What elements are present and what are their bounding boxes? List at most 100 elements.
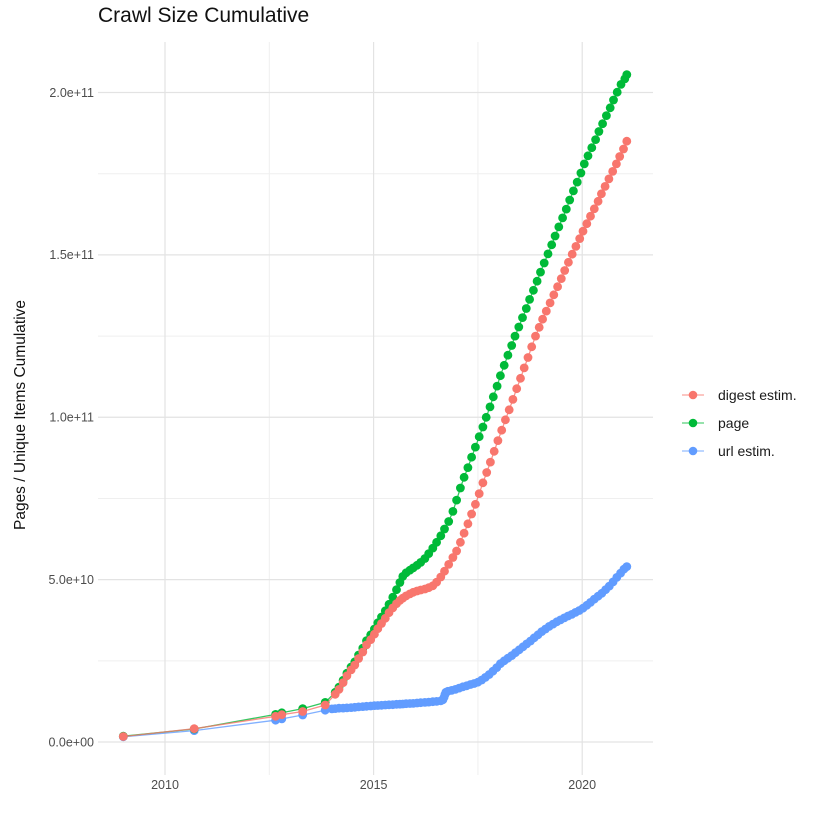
- data-point: [582, 219, 592, 229]
- data-point: [492, 381, 502, 391]
- data-point: [575, 234, 585, 244]
- data-point: [118, 732, 128, 741]
- data-point: [189, 724, 199, 734]
- data-point: [571, 242, 581, 251]
- data-point: [541, 306, 551, 316]
- y-tick-label: 1.5e+11: [49, 248, 94, 262]
- data-point: [481, 412, 491, 422]
- data-point: [602, 111, 611, 120]
- data-point: [529, 285, 538, 295]
- data-point: [486, 457, 495, 467]
- data-point: [459, 472, 469, 482]
- data-point: [456, 537, 465, 547]
- data-point: [536, 267, 545, 277]
- legend-key-page-icon: [682, 418, 704, 428]
- data-point: [503, 350, 513, 360]
- data-point: [583, 151, 593, 161]
- data-point: [565, 195, 575, 205]
- data-point: [508, 395, 518, 404]
- data-point: [550, 231, 560, 241]
- data-point: [493, 436, 503, 445]
- data-point: [531, 331, 540, 341]
- x-tick-label: 2010: [151, 778, 179, 792]
- data-point: [444, 560, 454, 569]
- data-point: [579, 159, 589, 169]
- data-point: [605, 103, 615, 113]
- data-point: [556, 274, 566, 283]
- y-axis-title: Pages / Unique Items Cumulative: [12, 299, 29, 531]
- y-tick-label: 0.0e+00: [48, 735, 94, 749]
- data-point: [523, 353, 533, 362]
- data-point: [463, 463, 473, 472]
- data-point: [604, 174, 614, 184]
- data-point: [600, 182, 610, 191]
- y-tick-label: 5.0e+10: [48, 573, 94, 587]
- data-point: [587, 143, 597, 153]
- data-point: [432, 537, 441, 547]
- data-point: [554, 222, 564, 232]
- legend: digest estim. page url estim.: [681, 381, 797, 465]
- data-point: [277, 710, 287, 720]
- data-point: [567, 249, 577, 259]
- legend-item-digest-estim: digest estim.: [681, 381, 797, 409]
- data-point: [338, 678, 348, 687]
- data-point: [608, 167, 618, 176]
- data-point: [538, 314, 547, 324]
- data-point: [516, 373, 525, 383]
- data-point: [518, 313, 527, 322]
- data-point: [622, 562, 632, 571]
- legend-label-digest-estim: digest estim.: [718, 387, 797, 403]
- data-point: [545, 298, 555, 308]
- data-point: [298, 707, 308, 716]
- data-point: [532, 276, 542, 286]
- data-point: [519, 363, 529, 373]
- data-point: [440, 566, 449, 576]
- data-point: [534, 322, 544, 332]
- data-point: [358, 647, 368, 657]
- data-point: [586, 211, 595, 221]
- data-point: [561, 204, 571, 214]
- data-point: [612, 87, 622, 97]
- data-point: [539, 258, 549, 268]
- x-tick-label: 2015: [360, 778, 388, 792]
- data-point: [507, 341, 517, 350]
- data-point: [350, 660, 360, 670]
- data-point: [501, 415, 510, 425]
- data-point: [564, 257, 573, 267]
- data-point: [527, 342, 537, 352]
- data-point: [436, 531, 446, 541]
- data-point: [622, 136, 632, 146]
- data-point: [578, 226, 588, 236]
- data-point: [569, 186, 578, 196]
- data-point: [615, 152, 625, 161]
- chart-title: Crawl Size Cumulative: [98, 4, 310, 27]
- legend-label-page: page: [718, 415, 750, 431]
- data-point: [496, 371, 505, 381]
- data-point: [478, 478, 488, 488]
- data-point: [482, 468, 492, 477]
- data-point: [521, 304, 531, 313]
- data-point: [560, 266, 570, 275]
- data-point: [334, 685, 344, 694]
- data-point: [471, 442, 480, 452]
- data-point: [597, 189, 606, 199]
- data-point: [609, 95, 618, 105]
- data-point: [622, 70, 632, 79]
- x-tick-label: 2020: [568, 778, 596, 792]
- data-point: [471, 499, 480, 509]
- data-point: [510, 331, 520, 341]
- series-line-digest-estim-: [123, 140, 628, 738]
- data-point: [392, 585, 401, 595]
- data-point: [525, 295, 534, 304]
- data-point: [572, 177, 582, 187]
- data-point: [478, 422, 488, 432]
- data-point: [320, 700, 330, 710]
- series-line-url-estim-: [123, 566, 628, 738]
- data-point: [459, 528, 469, 538]
- data-point: [514, 322, 524, 332]
- data-point: [474, 489, 484, 498]
- data-point: [553, 282, 562, 292]
- data-point: [598, 119, 607, 129]
- data-point: [594, 127, 604, 136]
- data-point: [619, 144, 628, 154]
